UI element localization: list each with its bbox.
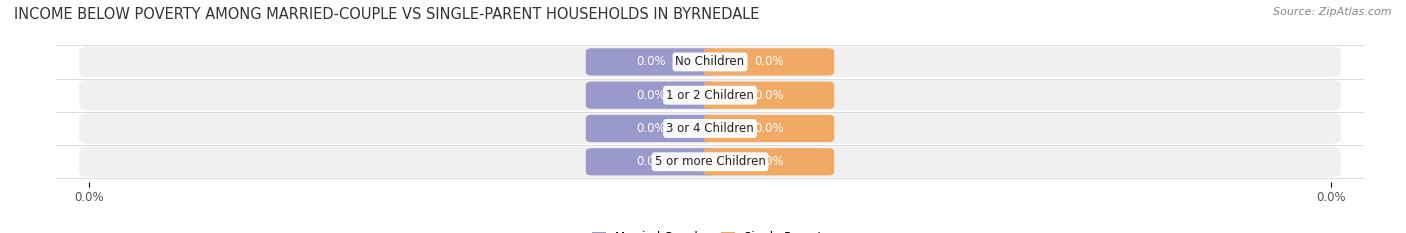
FancyBboxPatch shape [79,147,1341,177]
Text: 0.0%: 0.0% [637,122,666,135]
FancyBboxPatch shape [586,48,717,75]
FancyBboxPatch shape [703,48,834,75]
Text: 0.0%: 0.0% [637,89,666,102]
FancyBboxPatch shape [703,115,834,142]
FancyBboxPatch shape [79,80,1341,110]
FancyBboxPatch shape [586,148,717,175]
Text: 0.0%: 0.0% [637,155,666,168]
Text: 0.0%: 0.0% [637,55,666,69]
Text: Source: ZipAtlas.com: Source: ZipAtlas.com [1274,7,1392,17]
FancyBboxPatch shape [586,82,717,109]
Legend: Married Couples, Single Parents: Married Couples, Single Parents [586,226,834,233]
Text: 1 or 2 Children: 1 or 2 Children [666,89,754,102]
Text: 0.0%: 0.0% [754,122,783,135]
Text: No Children: No Children [675,55,745,69]
Text: 3 or 4 Children: 3 or 4 Children [666,122,754,135]
FancyBboxPatch shape [586,115,717,142]
FancyBboxPatch shape [79,47,1341,77]
Text: 0.0%: 0.0% [754,89,783,102]
Text: 5 or more Children: 5 or more Children [655,155,765,168]
FancyBboxPatch shape [703,82,834,109]
Text: 0.0%: 0.0% [754,55,783,69]
Text: INCOME BELOW POVERTY AMONG MARRIED-COUPLE VS SINGLE-PARENT HOUSEHOLDS IN BYRNEDA: INCOME BELOW POVERTY AMONG MARRIED-COUPL… [14,7,759,22]
Text: 0.0%: 0.0% [754,155,783,168]
FancyBboxPatch shape [79,113,1341,144]
FancyBboxPatch shape [703,148,834,175]
